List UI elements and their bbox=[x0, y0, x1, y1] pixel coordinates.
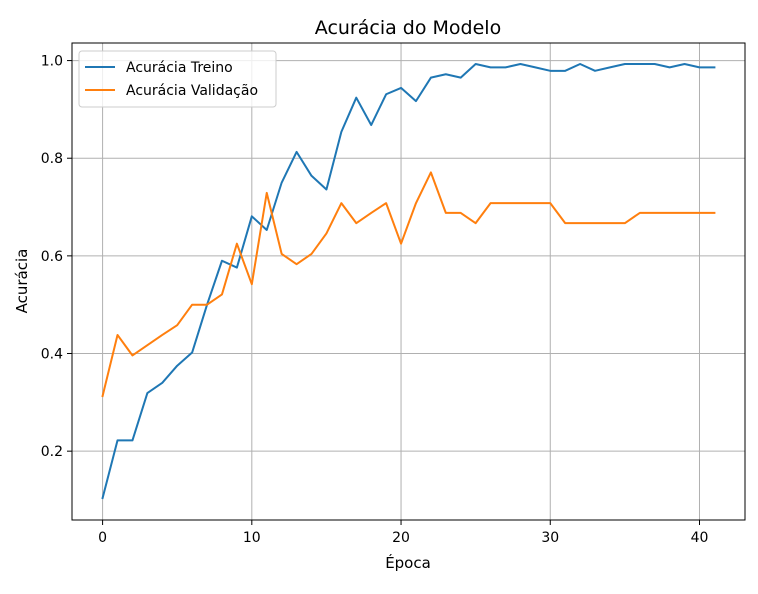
plot-area-frame bbox=[71, 42, 746, 521]
x-tick-label: 20 bbox=[392, 530, 410, 546]
y-axis-label: Acurácia bbox=[13, 249, 31, 314]
x-tick-label: 10 bbox=[243, 530, 261, 546]
series-line-validation bbox=[101, 171, 716, 398]
y-tick-label: 0.4 bbox=[41, 347, 63, 363]
y-tick-label: 0.8 bbox=[41, 151, 63, 167]
x-tick-label: 40 bbox=[691, 530, 709, 546]
y-axis-ticks: 0.2 0.4 0.6 0.8 1.0 bbox=[41, 54, 72, 460]
grid-layer bbox=[72, 43, 745, 520]
legend: Acurácia Treino Acurácia Validação bbox=[78, 50, 277, 108]
legend-label-train: Acurácia Treino bbox=[126, 60, 233, 76]
x-axis-label: Época bbox=[385, 553, 431, 572]
x-axis-ticks: 0 10 20 30 40 bbox=[98, 520, 708, 546]
y-tick-label: 1.0 bbox=[41, 54, 63, 70]
legend-label-validation: Acurácia Validação bbox=[126, 83, 258, 99]
x-tick-label: 30 bbox=[541, 530, 559, 546]
y-tick-label: 0.2 bbox=[41, 444, 63, 460]
x-tick-label: 0 bbox=[98, 530, 107, 546]
chart-title: Acurácia do Modelo bbox=[315, 17, 501, 39]
series-line-train bbox=[101, 62, 716, 500]
legend-box bbox=[78, 50, 277, 108]
series-layer bbox=[101, 62, 716, 500]
y-tick-label: 0.6 bbox=[41, 249, 63, 265]
